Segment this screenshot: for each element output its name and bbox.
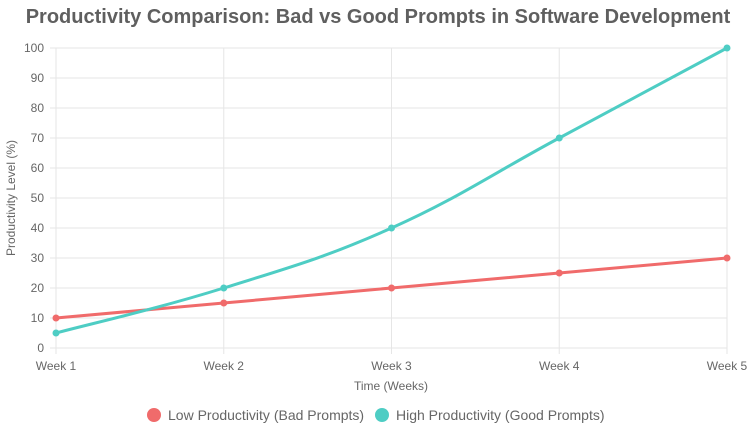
data-point[interactable] [723, 44, 731, 52]
legend-swatch [375, 408, 389, 422]
data-point[interactable] [555, 134, 563, 142]
y-axis-title: Productivity Level (%) [4, 140, 18, 256]
legend-item[interactable]: Low Productivity (Bad Prompts) [147, 407, 364, 423]
data-point[interactable] [723, 254, 731, 262]
data-point[interactable] [555, 269, 563, 277]
y-tick-label: 90 [31, 71, 45, 85]
x-axis-title: Time (Weeks) [354, 379, 428, 393]
data-point[interactable] [52, 329, 60, 337]
data-point[interactable] [220, 284, 228, 292]
data-point[interactable] [388, 224, 395, 232]
legend-item[interactable]: High Productivity (Good Prompts) [375, 407, 605, 423]
y-tick-label: 60 [31, 161, 45, 175]
y-axis-ticks: 0 10 20 30 40 50 60 70 80 90 100 [24, 41, 44, 355]
data-point[interactable] [388, 284, 395, 292]
y-tick-label: 20 [31, 281, 45, 295]
series-layer [52, 44, 731, 337]
data-point[interactable] [52, 314, 60, 322]
x-tick-label: Week 4 [539, 359, 580, 373]
chart-title: Productivity Comparison: Bad vs Good Pro… [26, 6, 731, 28]
legend-swatch [147, 408, 161, 422]
y-tick-label: 40 [31, 221, 45, 235]
x-tick-label: Week 3 [371, 359, 412, 373]
legend-label: High Productivity (Good Prompts) [396, 407, 605, 423]
y-tick-label: 70 [31, 131, 45, 145]
y-tick-label: 100 [24, 41, 44, 55]
y-tick-label: 30 [31, 251, 45, 265]
y-tick-label: 50 [31, 191, 45, 205]
x-tick-label: Week 1 [36, 359, 77, 373]
x-axis-ticks: Week 1 Week 2 Week 3 Week 4 Week 5 [36, 359, 748, 373]
y-tick-label: 10 [31, 311, 45, 325]
y-tick-label: 80 [31, 101, 45, 115]
x-tick-label: Week 5 [707, 359, 748, 373]
legend-label: Low Productivity (Bad Prompts) [168, 407, 364, 423]
x-tick-label: Week 2 [204, 359, 245, 373]
data-point[interactable] [220, 299, 228, 307]
y-tick-label: 0 [37, 341, 44, 355]
legend[interactable]: Low Productivity (Bad Prompts) High Produ… [147, 407, 605, 423]
